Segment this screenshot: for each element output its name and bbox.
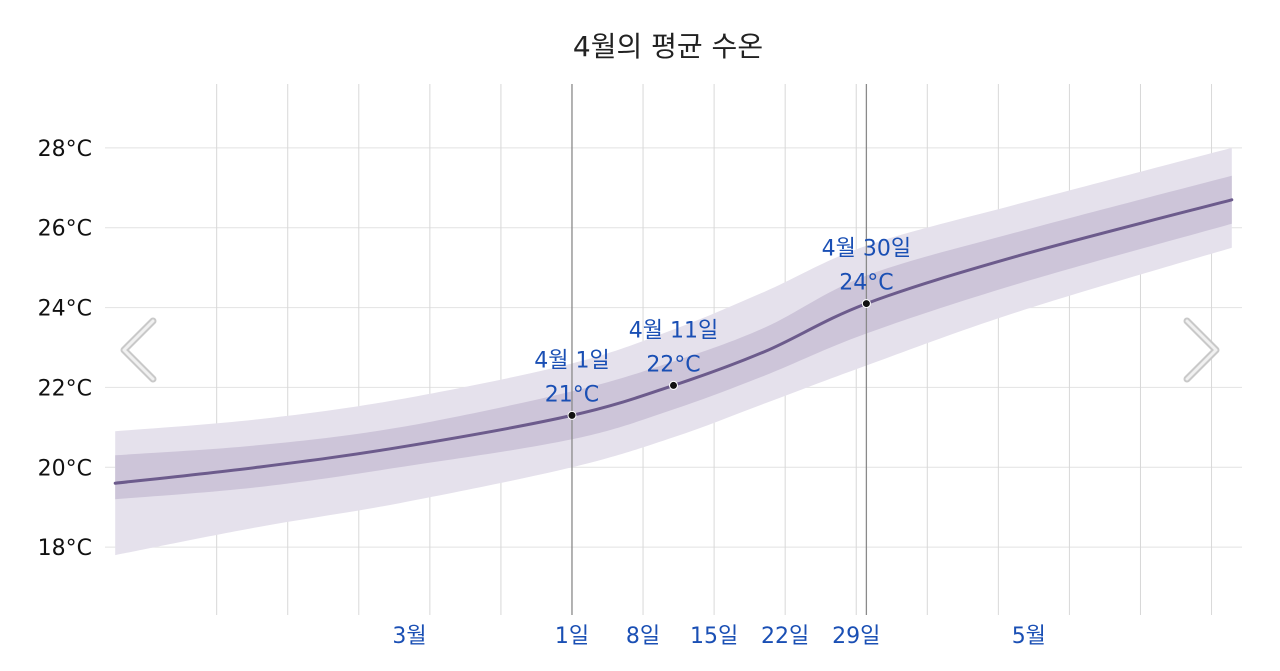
x-axis: 3월 1일 8일 15일 22일 29일 5월 <box>392 624 1046 649</box>
x-tick-label: 29일 <box>832 624 880 649</box>
temperature-bands <box>115 147 1232 556</box>
x-tick-label: 22일 <box>761 624 809 649</box>
annotation-value-label: 22°C <box>646 352 700 377</box>
annotation-point <box>567 410 577 420</box>
inner-percentile-band <box>115 175 1232 500</box>
x-tick-label: 15일 <box>690 624 738 649</box>
y-axis: 18°C 20°C 22°C 24°C 26°C 28°C <box>38 137 92 561</box>
annotation-value-label: 21°C <box>545 382 599 407</box>
annotation-date-label: 4월 30일 <box>822 237 911 262</box>
annotations: 4월 1일 21°C 4월 11일 22°C 4월 30일 24°C <box>534 237 911 408</box>
y-tick-label: 26°C <box>38 217 92 242</box>
x-tick-label: 1일 <box>555 624 589 649</box>
y-tick-label: 22°C <box>38 376 92 401</box>
y-tick-label: 18°C <box>38 536 92 561</box>
annotation-value-label: 24°C <box>839 271 893 296</box>
x-tick-label: 3월 <box>392 624 426 649</box>
prev-button[interactable] <box>110 308 166 394</box>
annotation-point <box>861 299 871 309</box>
annotation-date-label: 4월 11일 <box>629 318 718 343</box>
annotation-points <box>567 299 871 420</box>
annotation-point <box>669 380 678 390</box>
x-tick-label: 8일 <box>626 624 660 649</box>
chart-title: 4월의 평균 수온 <box>573 30 763 63</box>
annotation-date-label: 4월 1일 <box>534 348 609 373</box>
next-button[interactable] <box>1175 308 1231 394</box>
month-marker-lines <box>571 84 868 615</box>
y-tick-label: 28°C <box>38 137 92 162</box>
y-tick-label: 24°C <box>38 297 92 322</box>
y-tick-label: 20°C <box>38 456 92 481</box>
x-tick-label: 5월 <box>1012 624 1046 649</box>
